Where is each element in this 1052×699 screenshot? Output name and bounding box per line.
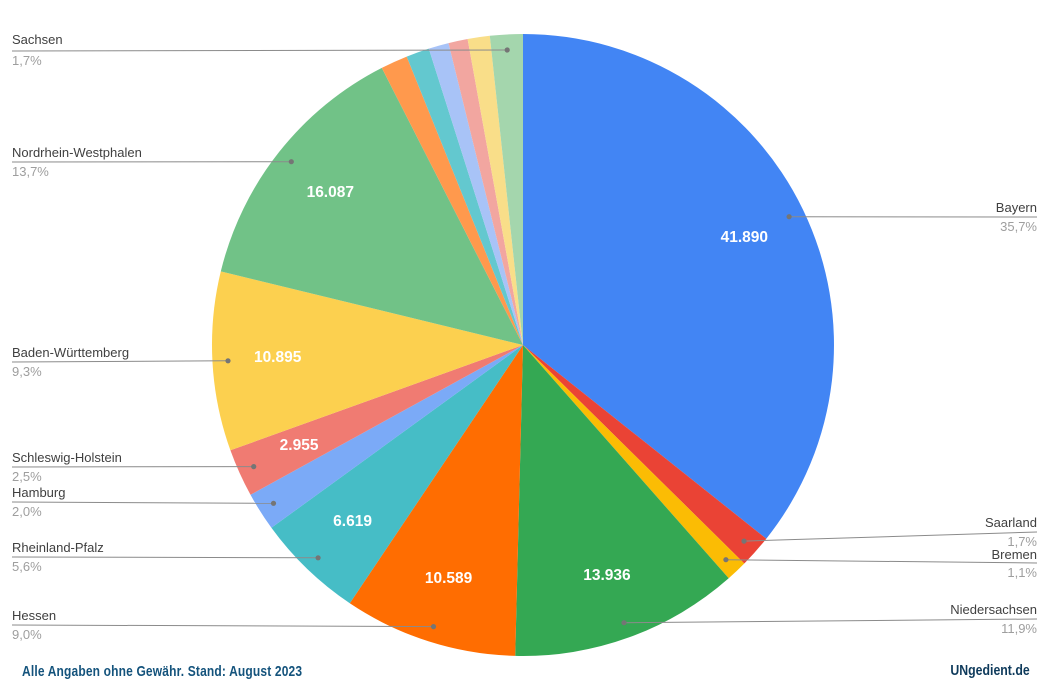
leader-dot [315, 555, 321, 561]
leader-line [743, 531, 1038, 542]
slice-value-label: 13.936 [583, 566, 631, 584]
callout-label-percent: 9,0% [12, 627, 42, 642]
callout-label-name: Hessen [12, 608, 57, 623]
pie-slice-schleswig-holstein[interactable] [230, 345, 523, 495]
pie-slice-rheinland-pfalz[interactable] [271, 345, 523, 604]
slice-value-label: 10.895 [253, 349, 302, 367]
footer-note: Alle Angaben ohne Gewähr. Stand: August … [22, 663, 303, 680]
slice-value-label: 6.619 [333, 512, 372, 530]
callout-label-name: Baden-Württemberg [12, 345, 130, 360]
leader-line [725, 559, 1038, 564]
pie-slice[interactable] [428, 43, 523, 345]
pie-slice[interactable] [381, 56, 523, 345]
callout-label-percent: 9,3% [12, 364, 42, 379]
pie-slice-hessen[interactable] [349, 345, 523, 656]
callout-label-name: Bayern [995, 200, 1037, 215]
callout-label-percent: 35,7% [1000, 219, 1037, 234]
leader-line [11, 556, 319, 559]
leader-dot [723, 557, 729, 563]
leader-dot [430, 624, 437, 630]
callout-label-name: Nordrhein-Westphalen [12, 145, 142, 160]
pie-slice[interactable] [406, 48, 523, 345]
callout-label-percent: 1,7% [1007, 534, 1037, 549]
pie-slice[interactable] [467, 35, 523, 346]
leader-dot [741, 538, 747, 544]
slice-value-label: 41.890 [720, 229, 769, 247]
site-credit: UNgedient.de [950, 662, 1030, 679]
callout-label-percent: 13,7% [12, 164, 49, 179]
callout-label-percent: 2,5% [12, 469, 42, 484]
callout-label-name: Sachsen [12, 32, 63, 47]
pie-slice-nordrhein-westphalen[interactable] [220, 67, 524, 346]
callout-label-percent: 11,9% [1001, 621, 1037, 636]
callout-label-name: Saarland [984, 515, 1037, 530]
callout-label-name: Schleswig-Holstein [12, 450, 122, 465]
leader-dot [621, 620, 627, 626]
callout-label-percent: 5,6% [12, 559, 42, 574]
slice-value-label: 16.087 [306, 183, 354, 201]
leader-line [11, 360, 229, 363]
leader-dot [225, 358, 231, 364]
pie-slice-sachsen[interactable] [489, 34, 523, 345]
pie-slice[interactable] [448, 39, 524, 345]
callout-label-percent: 1,1% [1007, 565, 1037, 580]
leader-line [623, 618, 1038, 624]
leader-line [11, 49, 508, 52]
callout-label-name: Hamburg [12, 485, 66, 500]
leader-dot [270, 500, 277, 506]
callout-label-percent: 2,0% [12, 504, 42, 519]
leader-line [11, 624, 434, 628]
pie-slice-niedersachsen[interactable] [515, 345, 729, 656]
leader-line [11, 501, 274, 504]
pie-slice-saarland[interactable] [523, 345, 767, 564]
leader-dot [786, 214, 792, 220]
pie-slice-bayern[interactable] [523, 34, 834, 539]
callout-label-percent: 1,7% [12, 53, 42, 68]
callout-label-name: Bremen [991, 547, 1037, 562]
leader-dot [288, 159, 294, 165]
leader-dot [504, 47, 510, 53]
callout-label-name: Rheinland-Pfalz [12, 540, 104, 555]
leader-dot [251, 464, 257, 470]
pie-slice-baden-w-rttemberg[interactable] [211, 271, 523, 451]
slice-value-label: 10.589 [424, 570, 473, 588]
slice-value-label: 2.955 [279, 437, 319, 455]
callout-label-name: Niedersachsen [950, 602, 1037, 617]
pie-slice-bremen[interactable] [523, 345, 745, 579]
pie-slice-hamburg[interactable] [250, 345, 524, 528]
